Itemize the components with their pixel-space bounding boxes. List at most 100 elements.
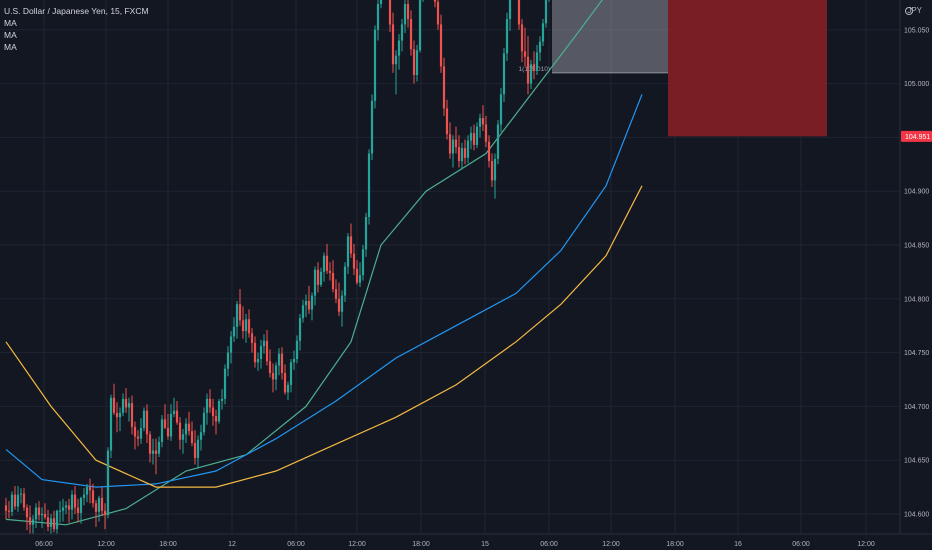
moving-averages (5, 0, 643, 526)
candle-body (358, 275, 362, 283)
time-tick-label: 12 (228, 541, 236, 548)
candle-body (316, 269, 320, 285)
indicator-ma-2[interactable]: MA (4, 30, 17, 40)
chart-legend: U.S. Dollar / Japanese Yen, 15, FXCM MA … (4, 5, 149, 53)
time-tick-label: 15 (481, 541, 489, 548)
candle-body (205, 398, 209, 413)
candle-body (187, 423, 191, 432)
candle-body (292, 359, 296, 363)
moving-average-line-1 (5, 0, 603, 526)
price-axis[interactable]: 105.500105.450105.400105.350105.300105.2… (899, 0, 932, 550)
candle-body (340, 295, 344, 312)
candle-body (355, 268, 359, 283)
price-tick-label: 104.750 (904, 350, 929, 357)
time-tick-label: 16 (734, 541, 742, 548)
candle-body (19, 493, 23, 495)
candle-body (463, 148, 467, 158)
candle-body (475, 126, 479, 145)
time-tick-label: 18:00 (412, 541, 430, 548)
candle-body (85, 487, 89, 495)
clock-icon (905, 7, 913, 15)
candle-body (130, 403, 134, 427)
candle-body (337, 298, 341, 312)
candle-body (283, 373, 287, 393)
candle-body (307, 300, 311, 310)
time-tick-label: 18:00 (159, 541, 177, 548)
moving-average-line-2 (5, 94, 643, 488)
candle-body (376, 3, 380, 30)
position-zones[interactable] (668, 0, 827, 137)
candle-body (25, 507, 29, 518)
candle-body (229, 336, 233, 353)
candle-body (124, 398, 128, 408)
candle-body (139, 427, 143, 439)
candle-body (490, 161, 494, 181)
candle-body (454, 139, 458, 148)
candle-body (58, 510, 62, 512)
indicator-ma-1[interactable]: MA (4, 18, 17, 28)
candle-body (460, 148, 464, 162)
candle-body (256, 359, 260, 363)
candle-body (112, 397, 116, 413)
candle-body (94, 503, 98, 512)
candle-body (442, 66, 446, 109)
candle-body (202, 412, 206, 433)
candle-body (145, 410, 149, 435)
candle-body (364, 217, 368, 250)
candle-body (406, 3, 410, 20)
candle-body (274, 365, 278, 380)
candle-body (277, 353, 281, 366)
candle-body (22, 493, 26, 508)
candle-body (220, 398, 224, 402)
candle-body (322, 255, 326, 272)
time-axis[interactable]: 06:00 12:00 18:00 12 06:00 12:00 18:00 15 06:00 1… (0, 533, 932, 550)
fib-box (552, 0, 668, 73)
candle-body (505, 19, 509, 54)
price-tick-label: 104.900 (904, 189, 929, 196)
candle-body (409, 19, 413, 50)
candle-body (325, 255, 329, 271)
candle-body (55, 510, 59, 530)
candle-body (10, 494, 14, 512)
price-tick-label: 105.050 (904, 27, 929, 34)
candle-body (532, 64, 536, 71)
candle-body (268, 361, 272, 374)
fibonacci-retracement[interactable]: 0(105.420)0.236(105.323)0.382(105.263)0.… (506, 0, 668, 74)
candle-body (151, 450, 155, 454)
candle-body (106, 450, 110, 516)
candle-body (250, 333, 254, 343)
candle-body (196, 439, 200, 459)
time-axis-background (0, 534, 932, 550)
candle-body (31, 519, 35, 525)
symbol-title[interactable]: U.S. Dollar / Japanese Yen, 15, FXCM (4, 6, 149, 16)
candle-body (523, 51, 527, 57)
candle-body (172, 410, 176, 414)
candle-body (373, 29, 377, 101)
candle-body (298, 318, 302, 341)
time-tick-label: 06:00 (792, 541, 810, 548)
candle-body (253, 342, 257, 363)
candle-body (529, 64, 533, 84)
chart-grid (0, 0, 900, 534)
candle-body (67, 505, 71, 510)
candle-body (367, 153, 371, 218)
candle-body (313, 269, 317, 296)
candle-body (217, 401, 221, 422)
candle-body (415, 50, 419, 75)
candle-body (118, 412, 122, 418)
time-tick-label: 06:00 (287, 541, 305, 548)
candle-body (37, 507, 41, 516)
candle-body (319, 271, 323, 285)
stop-zone (668, 0, 827, 137)
candle-body (370, 100, 374, 154)
indicator-ma-3[interactable]: MA (4, 42, 17, 52)
currency-label[interactable]: JPY (907, 6, 922, 15)
time-tick-label: 12:00 (97, 541, 115, 548)
time-tick-label: 12:00 (602, 541, 620, 548)
moving-average-line-3 (5, 185, 643, 488)
candle-body (178, 422, 182, 440)
candle-body (247, 319, 251, 334)
candle-body (496, 124, 500, 159)
candle-body (154, 450, 158, 454)
